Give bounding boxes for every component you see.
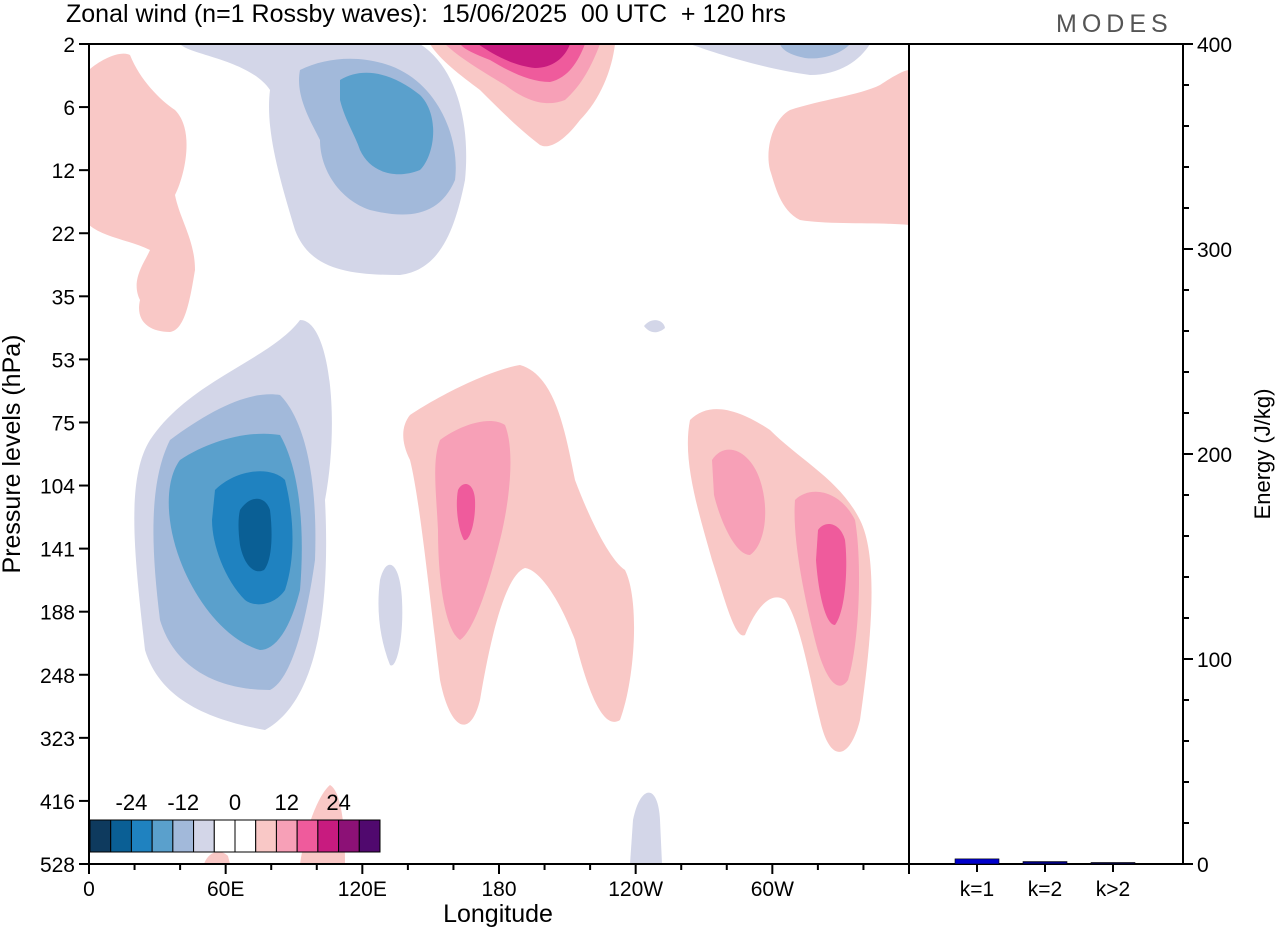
energy-category-label: k=1 (960, 878, 994, 901)
y-axis-label: Pressure levels (hPa) (0, 335, 26, 574)
colorbar-swatch (193, 819, 215, 853)
energy-bars: k=1 k=2 k>2 (954, 858, 1136, 901)
energy-category-label: k>2 (1096, 878, 1130, 901)
energy-bar (954, 858, 1000, 865)
colorbar-swatch (172, 819, 195, 853)
contour-pos-3 (456, 484, 476, 541)
y-tick-label: 22 (52, 223, 75, 246)
y-tick-label: 528 (40, 854, 75, 877)
contour-pos-1 (403, 365, 635, 725)
contour-pos-11 (478, 44, 570, 68)
heatmap-contours (89, 44, 909, 864)
contour-neg-12 (630, 792, 662, 864)
energy-tick-label: 300 (1197, 239, 1232, 262)
energy-tick-label: 0 (1197, 854, 1209, 877)
contour-neg-8 (340, 72, 434, 175)
y-tick-label: 188 (40, 602, 75, 625)
colorbar-swatch (213, 819, 236, 853)
x-tick-label: 60W (751, 878, 794, 901)
x-tick-label: 120W (608, 878, 663, 901)
y-tick-label: 6 (63, 97, 75, 120)
colorbar-label: 24 (326, 790, 350, 815)
chart-title: Zonal wind (n=1 Rossby waves): 15/06/202… (66, 0, 786, 28)
y-tick-label: 104 (40, 476, 75, 499)
x-tick-label: 60E (207, 878, 244, 901)
energy-category-label: k=2 (1028, 878, 1062, 901)
colorbar-swatch (296, 819, 319, 853)
energy-frame (908, 43, 1184, 865)
y-tick-label: 416 (40, 791, 75, 814)
colorbar-label: 0 (229, 790, 241, 815)
contour-neg-5 (238, 498, 272, 572)
y-tick-label: 141 (40, 539, 75, 562)
energy-tick-label: 100 (1197, 649, 1232, 672)
contour-pos-2 (435, 420, 511, 640)
colorbar-swatch (275, 819, 298, 853)
colorbar-swatch (110, 819, 132, 853)
y-tick-label: 35 (52, 286, 75, 309)
contour-neg-11 (378, 564, 403, 666)
colorbar-label: -12 (167, 790, 199, 815)
y-tick-label: 75 (52, 412, 75, 435)
energy-axis-label: Energy (J/kg) (1250, 389, 1275, 520)
colorbar-swatch (255, 819, 277, 853)
contour-neg-10 (780, 44, 850, 59)
energy-tick-label: 200 (1197, 444, 1232, 467)
y-tick-label: 53 (52, 349, 75, 372)
colorbar-label: 12 (275, 790, 299, 815)
y-tick-label: 2 (63, 34, 75, 57)
x-tick-label: 0 (83, 878, 95, 901)
y-axis-ticks: 2 6 12 22 35 53 75 104 141 188 248 323 416 528 (40, 34, 89, 877)
colorbar-swatch (151, 819, 174, 853)
colorbar-swatch (338, 819, 360, 853)
contour-pos-5 (712, 449, 766, 555)
energy-bar (1022, 861, 1068, 865)
colorbar-swatch (317, 819, 340, 853)
y-tick-label: 323 (40, 728, 75, 751)
x-axis-label: Longitude (443, 900, 553, 928)
contour-pos-15 (204, 851, 230, 864)
energy-tick-label: 400 (1197, 34, 1232, 57)
contour-pos-13 (768, 70, 909, 225)
colorbar: -24 -12 0 12 24 (89, 790, 381, 853)
colorbar-swatch (358, 819, 381, 853)
contour-neg-13 (644, 320, 665, 333)
x-tick-label: 180 (481, 878, 516, 901)
y-tick-label: 12 (52, 160, 75, 183)
x-axis-ticks: 0 60E 120E 180 120W 60W (83, 864, 910, 901)
contour-pos-12 (89, 53, 195, 332)
y-tick-label: 248 (40, 665, 75, 688)
contour-pos-7 (816, 524, 847, 625)
energy-bar (1090, 862, 1136, 865)
x-tick-label: 120E (338, 878, 387, 901)
energy-axis-ticks: 0 100 200 300 400 (1183, 34, 1232, 877)
colorbar-label: -24 (116, 790, 148, 815)
colorbar-swatch (234, 819, 257, 853)
brand-logo: MODES (1056, 10, 1173, 38)
colorbar-swatch (130, 819, 153, 853)
colorbar-swatch (89, 819, 112, 853)
